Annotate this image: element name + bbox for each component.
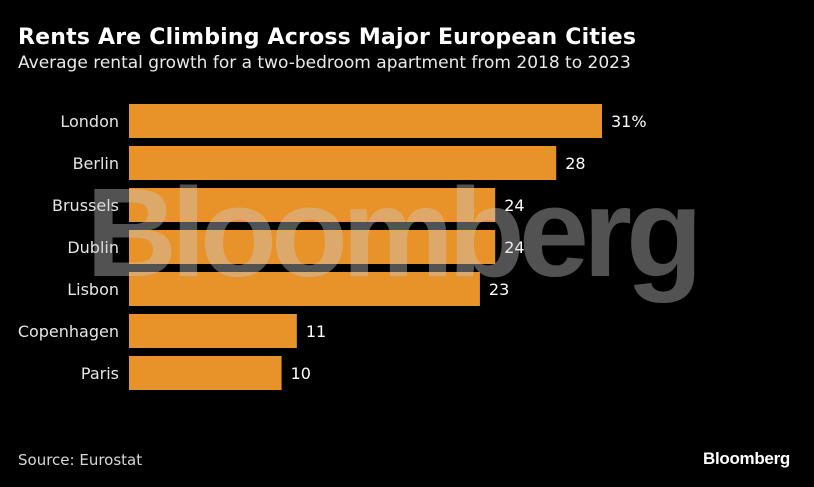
source-note: Source: Eurostat [18, 451, 143, 469]
chart-title: Rents Are Climbing Across Major European… [18, 25, 637, 50]
value-label-lisbon: 23 [489, 280, 509, 299]
value-label-copenhagen: 11 [306, 322, 326, 341]
bloomberg-logo: Bloomberg [702, 449, 790, 468]
chart-subtitle: Average rental growth for a two-bedroom … [18, 53, 631, 73]
bar-london [129, 104, 602, 138]
category-label-dublin: Dublin [67, 238, 119, 257]
category-label-brussels: Brussels [52, 196, 119, 215]
bar-copenhagen [129, 314, 297, 348]
value-label-london: 31% [611, 112, 647, 131]
value-label-paris: 10 [291, 364, 311, 383]
bar-paris [129, 356, 282, 390]
bar-berlin [129, 146, 557, 180]
value-label-berlin: 28 [565, 154, 585, 173]
bar-dublin [129, 230, 496, 264]
category-label-lisbon: Lisbon [67, 280, 119, 299]
category-label-copenhagen: Copenhagen [18, 322, 119, 341]
bar-brussels [129, 188, 496, 222]
bar-lisbon [129, 272, 480, 306]
category-label-berlin: Berlin [73, 154, 119, 173]
value-label-dublin: 24 [504, 238, 524, 257]
value-label-brussels: 24 [504, 196, 524, 215]
category-label-london: London [60, 112, 119, 131]
category-label-paris: Paris [81, 364, 119, 383]
